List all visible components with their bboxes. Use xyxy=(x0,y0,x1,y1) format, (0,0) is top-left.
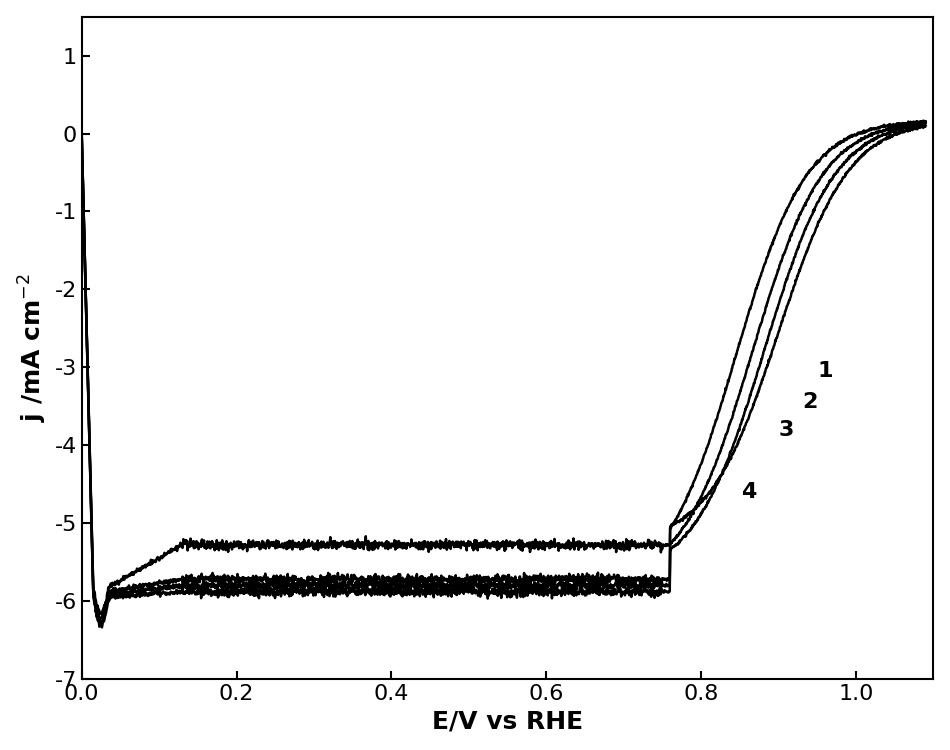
Text: 4: 4 xyxy=(741,482,757,502)
Text: 3: 3 xyxy=(779,419,794,440)
Text: 1: 1 xyxy=(817,362,833,381)
X-axis label: E/V vs RHE: E/V vs RHE xyxy=(432,710,583,734)
Text: 2: 2 xyxy=(802,392,817,412)
Y-axis label: j /mA cm$^{-2}$: j /mA cm$^{-2}$ xyxy=(17,274,48,422)
